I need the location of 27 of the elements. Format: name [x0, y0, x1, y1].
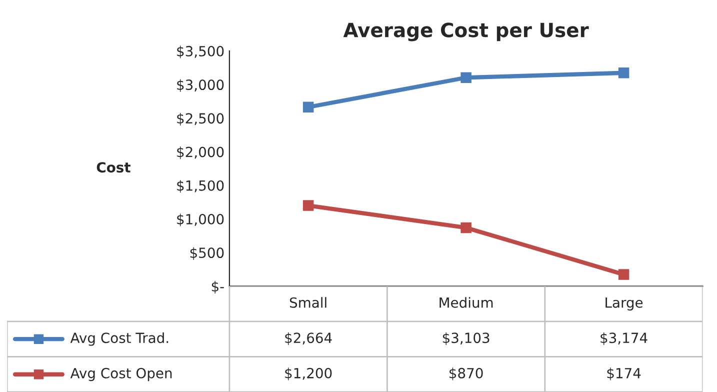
y-tick-label: $2,500 — [177, 112, 224, 126]
y-tick-label: $2,000 — [177, 146, 224, 160]
y-tick-label: $1,500 — [177, 180, 224, 193]
y-tick-label: $3,000 — [177, 79, 224, 92]
y-axis-title: Cost — [96, 162, 130, 173]
y-tick-label: $1,000 — [177, 214, 224, 226]
data-label: $1,200 — [285, 368, 332, 380]
point — [460, 222, 472, 234]
data-label: $3,103 — [442, 332, 490, 345]
chart-title: Average Cost per User — [343, 22, 589, 42]
x-tick-label: Medium — [440, 297, 493, 308]
y-tick-label: $500 — [190, 247, 224, 260]
data-label: $870 — [450, 368, 483, 380]
data-label: $174 — [607, 368, 641, 380]
data-label: $3,174 — [600, 332, 648, 345]
y-tick-label: $3,500 — [177, 46, 224, 58]
x-tick-label: Small — [290, 297, 326, 308]
x-tick-label: Large — [606, 298, 643, 311]
y-tick-label: $- — [212, 280, 224, 294]
point — [618, 269, 630, 280]
legend-label: Avg Cost Trad. — [70, 332, 168, 346]
point — [460, 72, 472, 84]
legend-label: Avg Cost Open — [70, 368, 172, 382]
point — [302, 102, 314, 113]
point — [302, 200, 314, 211]
point — [618, 67, 630, 78]
data-label: $2,664 — [285, 332, 332, 345]
